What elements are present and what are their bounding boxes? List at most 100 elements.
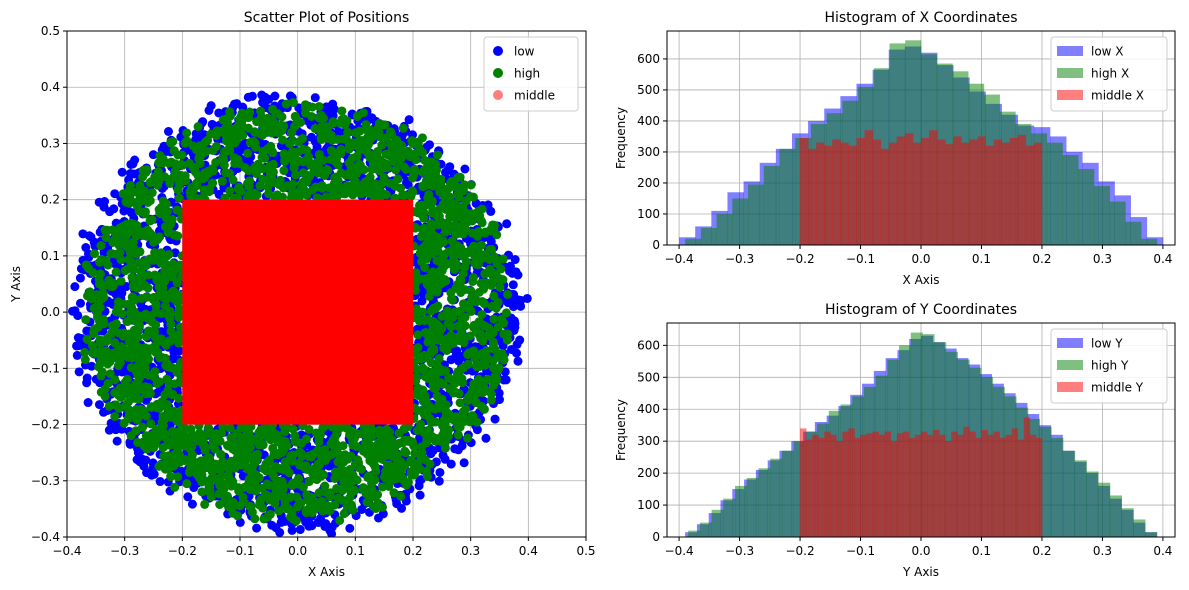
- scatter-point: [285, 492, 295, 502]
- legend-item-low: low: [493, 45, 535, 59]
- scatter-point: [371, 466, 381, 476]
- histogram-bar: [1033, 142, 1043, 245]
- scatter-point: [508, 280, 518, 290]
- scatter-point: [293, 502, 303, 512]
- scatter-point: [101, 232, 111, 242]
- scatter-plot-panel: −0.4 −0.3 −0.2 −0.1 0.0 0.1 0.2 0.3 0.4 0.5−0.4−0…: [9, 10, 596, 579]
- scatter-point: [82, 373, 92, 383]
- scatter-point: [148, 150, 158, 160]
- scatter-point: [107, 225, 117, 235]
- scatter-point: [472, 212, 482, 222]
- scatter-point: [314, 149, 324, 159]
- x-tick-label: −0.3: [110, 544, 139, 558]
- histogram-bar: [896, 136, 906, 245]
- histogram-bar: [763, 165, 780, 245]
- scatter-point: [154, 158, 164, 168]
- scatter-point: [446, 459, 456, 469]
- scatter-point: [374, 118, 384, 128]
- scatter-point: [477, 204, 487, 214]
- legend-item-low-x: low X: [1057, 45, 1124, 59]
- scatter-point: [505, 261, 515, 271]
- scatter-point: [280, 150, 290, 160]
- scatter-point: [245, 176, 255, 186]
- scatter-point: [425, 140, 435, 150]
- scatter-point: [503, 298, 513, 308]
- scatter-point: [333, 493, 343, 503]
- scatter-point: [164, 249, 174, 259]
- scatter-point: [377, 140, 387, 150]
- scatter-point: [385, 427, 395, 437]
- scatter-point: [468, 276, 478, 286]
- scatter-point: [486, 280, 496, 290]
- scatter-point: [411, 271, 421, 281]
- scatter-point: [365, 451, 375, 461]
- scatter-point: [118, 189, 128, 199]
- scatter-point: [395, 141, 405, 151]
- histogram-bar: [723, 498, 736, 537]
- scatter-point: [434, 476, 444, 486]
- chart-title: Scatter Plot of Positions: [244, 10, 410, 26]
- scatter-point: [233, 511, 243, 521]
- scatter-point: [126, 407, 136, 417]
- histogram-bar: [896, 433, 904, 537]
- legend-label: low X: [1091, 45, 1124, 59]
- scatter-point: [486, 244, 496, 254]
- scatter-point: [280, 457, 290, 467]
- scatter-point: [264, 457, 274, 467]
- x-axis-label: X Axis: [308, 565, 345, 579]
- scatter-point: [364, 472, 374, 482]
- scatter-point: [395, 438, 405, 448]
- y-axis-label: Frequency: [614, 399, 628, 461]
- scatter-point: [460, 321, 470, 331]
- x-tick-label: 0.4: [1153, 252, 1172, 266]
- scatter-point: [172, 205, 182, 215]
- scatter-point: [267, 520, 277, 530]
- scatter-point: [351, 128, 361, 138]
- scatter-point: [145, 178, 155, 188]
- chart-title: Histogram of Y Coordinates: [825, 302, 1017, 318]
- scatter-point: [479, 299, 489, 309]
- scatter-point: [123, 414, 133, 424]
- y-tick-label: 0.3: [41, 136, 60, 150]
- scatter-point: [245, 501, 255, 511]
- scatter-point: [378, 482, 388, 492]
- scatter-point: [233, 448, 243, 458]
- scatter-point: [499, 355, 509, 365]
- x-tick-label: −0.1: [846, 252, 875, 266]
- scatter-point: [148, 255, 158, 265]
- scatter-point: [419, 208, 429, 218]
- scatter-point: [404, 115, 414, 125]
- scatter-point: [186, 463, 196, 473]
- scatter-point: [214, 108, 224, 118]
- x-tick-label: −0.1: [225, 544, 254, 558]
- scatter-point: [275, 527, 285, 537]
- scatter-point: [81, 315, 91, 325]
- scatter-point: [172, 367, 182, 377]
- histogram-bar: [945, 144, 954, 245]
- scatter-point: [446, 331, 456, 341]
- scatter-point: [251, 470, 261, 480]
- scatter-point: [161, 301, 170, 311]
- scatter-point: [278, 135, 288, 145]
- scatter-point: [326, 130, 336, 140]
- scatter-point: [172, 334, 182, 344]
- scatter-point: [427, 196, 437, 206]
- series-middle: [182, 199, 413, 425]
- scatter-point: [345, 465, 355, 475]
- scatter-point: [111, 267, 121, 277]
- scatter-point: [408, 139, 418, 149]
- scatter-point: [432, 391, 442, 401]
- x-tick-label: −0.1: [846, 544, 875, 558]
- scatter-point: [237, 108, 247, 118]
- scatter-point: [163, 127, 173, 136]
- scatter-point: [170, 166, 180, 176]
- histogram-bar: [699, 522, 712, 537]
- scatter-point: [240, 162, 250, 172]
- scatter-point: [453, 416, 463, 426]
- scatter-point: [345, 430, 355, 440]
- histogram-bar: [836, 441, 843, 537]
- scatter-point: [419, 225, 429, 235]
- scatter-point: [182, 128, 192, 138]
- scatter-point: [426, 157, 436, 167]
- scatter-point: [433, 401, 443, 411]
